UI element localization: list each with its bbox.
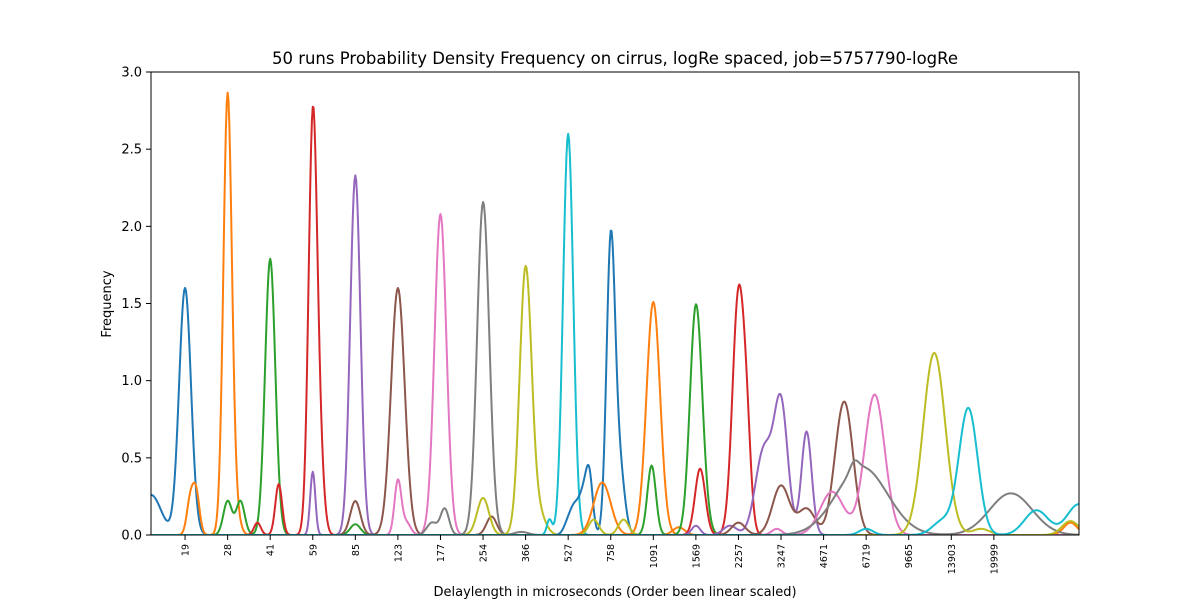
x-tick-label: 254 [479, 544, 490, 562]
x-tick-label: 1569 [691, 544, 702, 568]
series-line-delay-59 [151, 105, 1079, 535]
y-axis-label: Frequency [100, 270, 115, 337]
x-tick-label: 13903 [947, 544, 958, 574]
y-axis: 0.0 0.5 1.0 1.5 2.0 2.5 3.0 [121, 66, 151, 544]
x-tick-label: 527 [564, 544, 575, 562]
y-tick-label: 0.5 [121, 451, 142, 466]
series-line-delay-85 [151, 174, 1079, 535]
x-tick-label: 9665 [904, 544, 915, 568]
x-tick-label: 19999 [989, 544, 1000, 574]
x-axis-label: Delaylength in microseconds (Order been … [433, 585, 796, 600]
x-tick-label: 123 [393, 544, 404, 562]
y-tick-label: 2.5 [121, 143, 142, 158]
x-tick-label: 366 [521, 544, 532, 562]
x-tick-label: 59 [308, 544, 319, 556]
y-tick-label: 1.0 [121, 374, 142, 389]
x-tick-label: 41 [266, 544, 277, 556]
series-line-delay-758 [151, 229, 1079, 535]
x-tick-label: 1091 [649, 544, 660, 568]
series-layer [151, 91, 1079, 535]
x-tick-label: 19 [181, 544, 192, 556]
x-tick-label: 85 [351, 544, 362, 556]
series-line-delay-13903 [151, 351, 1079, 535]
y-tick-label: 2.0 [121, 220, 142, 235]
series-line-delay-1091 [151, 300, 1079, 535]
y-tick-label: 3.0 [121, 66, 142, 81]
x-tick-label: 758 [606, 544, 617, 562]
x-tick-label: 3247 [777, 544, 788, 568]
y-tick-label: 0.0 [121, 529, 142, 544]
x-tick-label: 28 [223, 544, 234, 556]
series-line-delay-19999 [151, 406, 1079, 535]
chart-title: 50 runs Probability Density Frequency on… [272, 49, 958, 68]
x-axis: 19 28 41 59 85 123 177 254 366 527 758 1091 1569 2257… [181, 535, 1000, 574]
x-tick-label: 2257 [734, 544, 745, 568]
x-tick-label: 6719 [862, 544, 873, 568]
x-tick-label: 4671 [819, 544, 830, 568]
x-tick-label: 177 [436, 544, 447, 562]
y-tick-label: 1.5 [121, 297, 142, 312]
